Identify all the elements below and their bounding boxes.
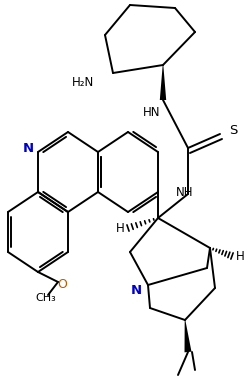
Text: O: O [57,278,67,290]
Text: N: N [130,283,141,296]
Text: H₂N: H₂N [72,76,94,89]
Text: HN: HN [143,105,160,118]
Text: NH: NH [176,185,193,198]
Text: N: N [22,142,34,154]
Text: CH₃: CH₃ [36,293,56,303]
Text: S: S [228,123,236,136]
Polygon shape [184,320,191,352]
Text: H: H [115,221,124,234]
Polygon shape [159,65,166,100]
Text: H: H [235,249,243,263]
